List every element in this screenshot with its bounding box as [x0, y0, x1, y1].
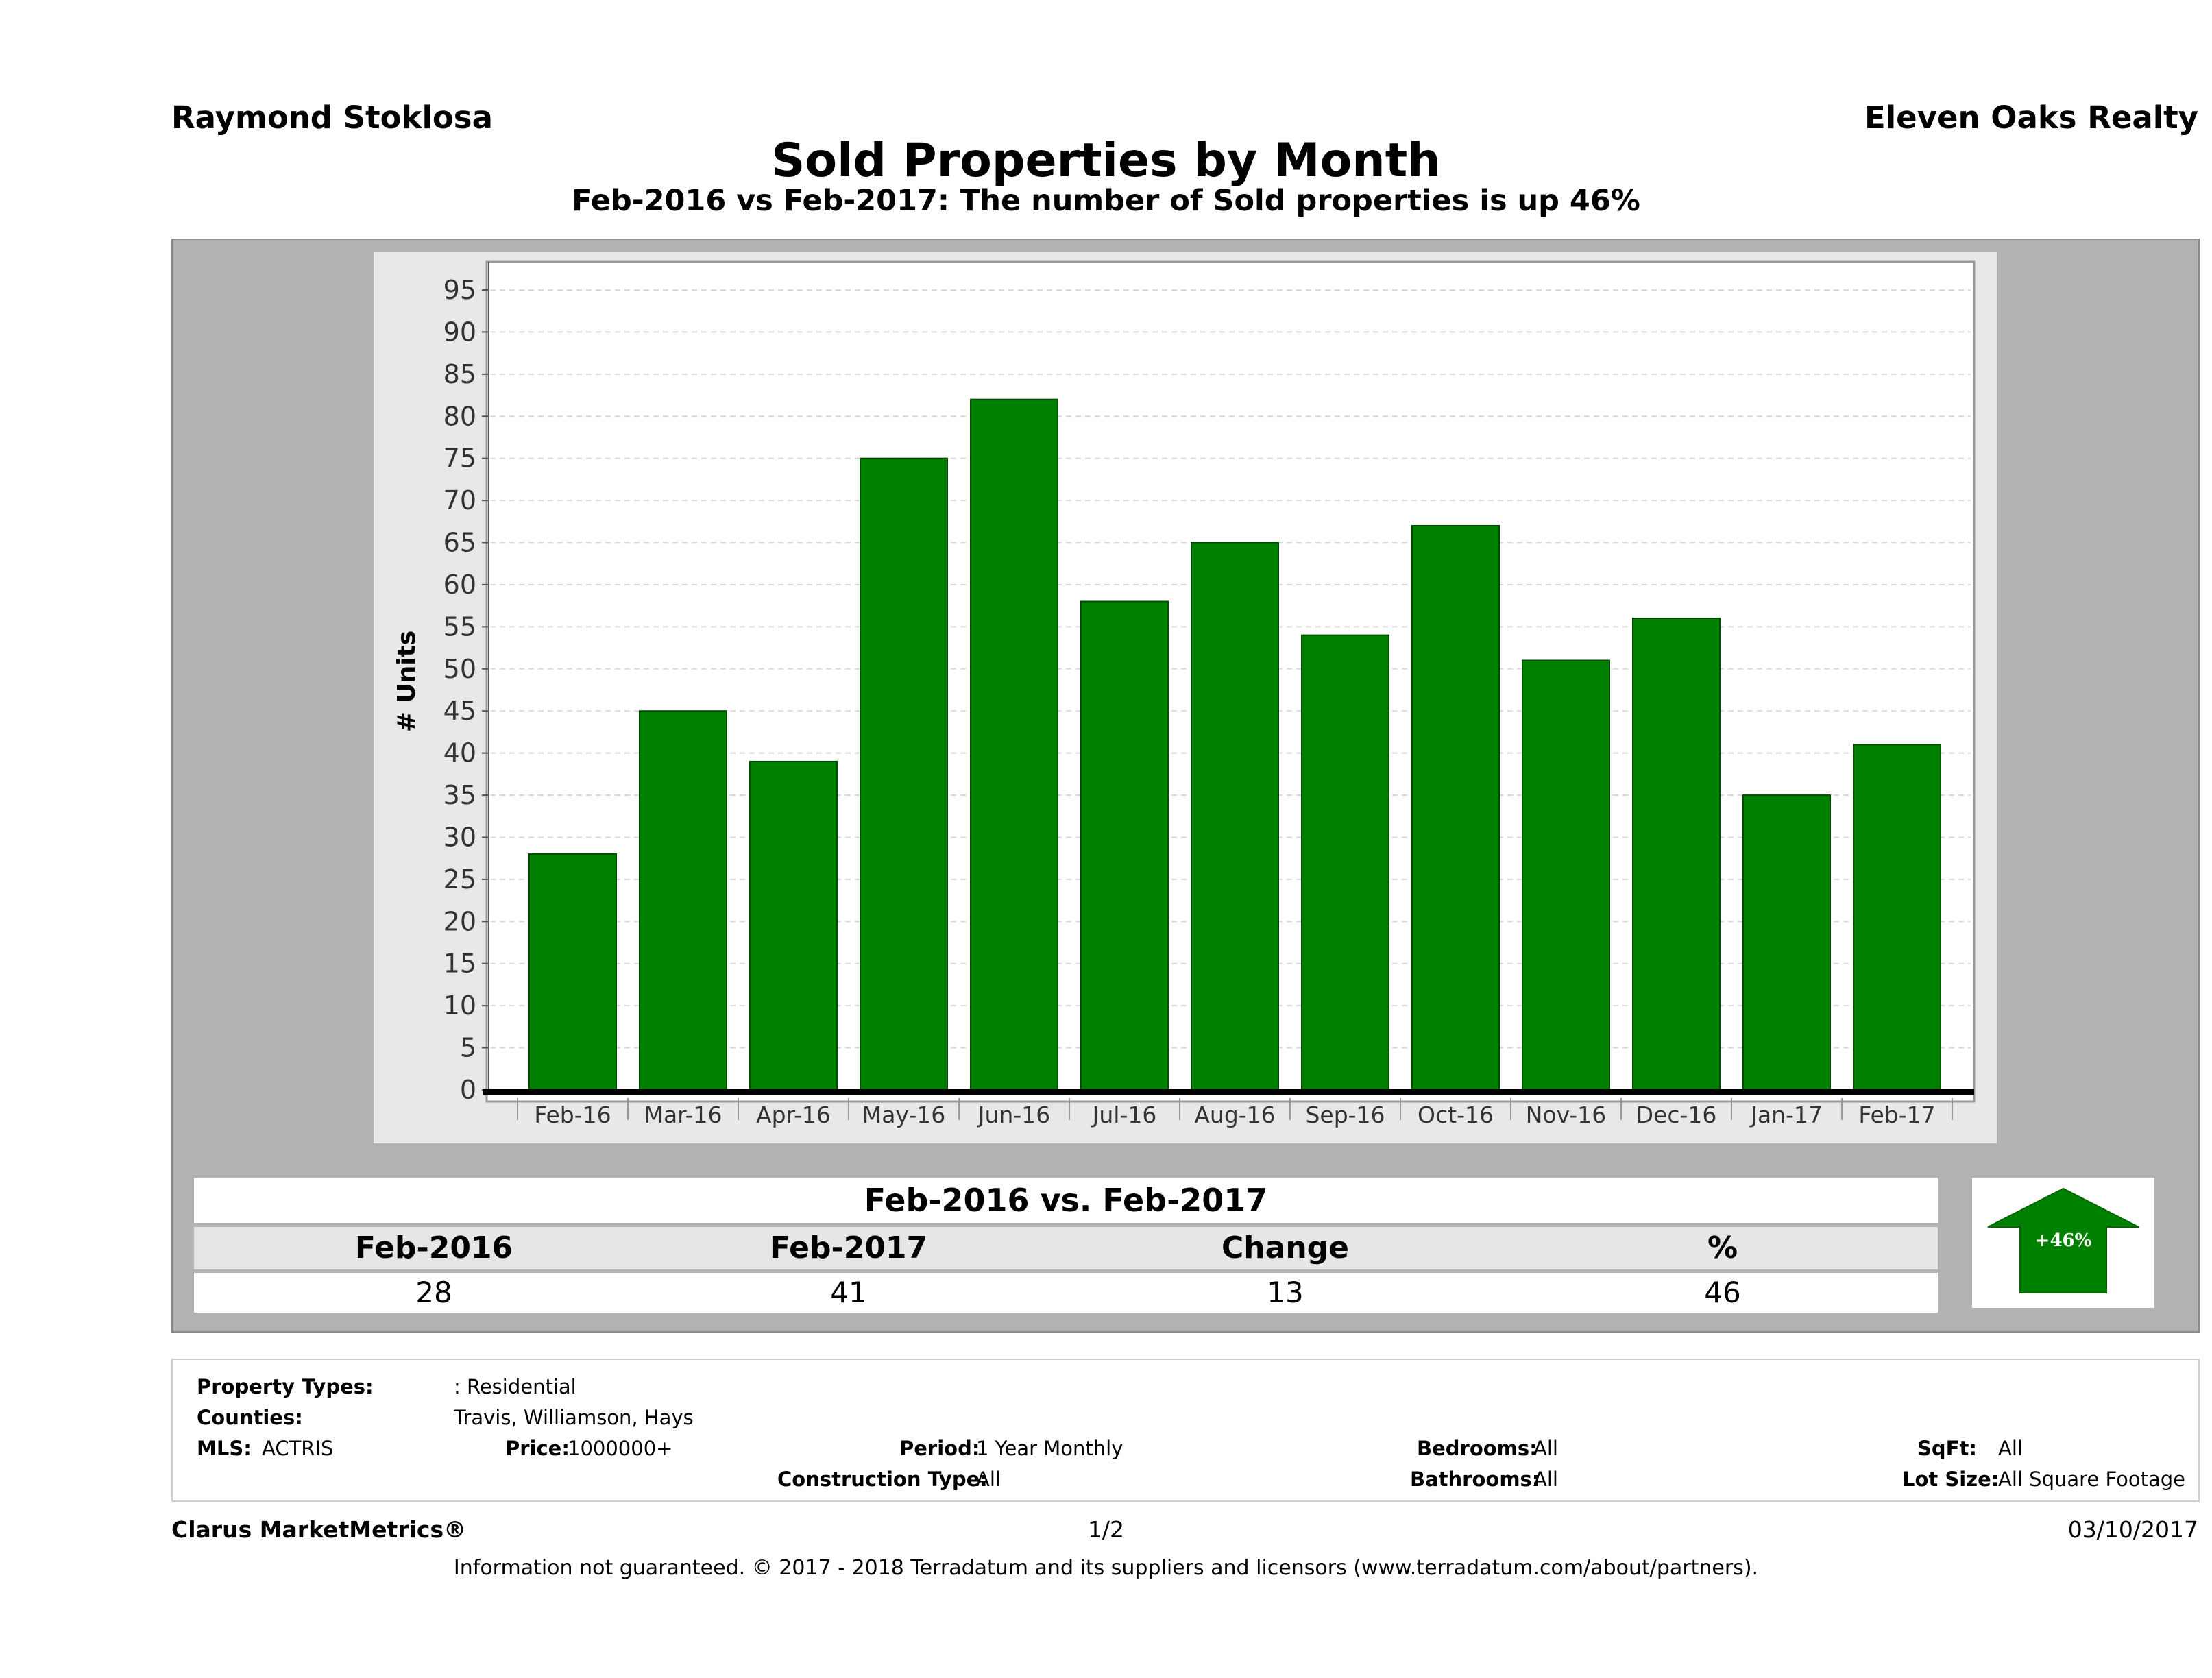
up-arrow-icon: +46%	[1987, 1187, 2139, 1293]
bar-sep-16	[1301, 634, 1389, 1091]
y-tick-label: 75	[443, 443, 476, 474]
y-tick-label: 45	[443, 696, 476, 726]
y-tick-label: 50	[443, 654, 476, 684]
x-tick-label: Dec-16	[1636, 1102, 1717, 1128]
y-tick-label: 60	[443, 570, 476, 600]
header-feb-2016: Feb-2016	[354, 1230, 513, 1265]
bedrooms-label: Bedrooms:	[1417, 1437, 1538, 1460]
period-label: Period:	[899, 1437, 980, 1460]
bar-mar-16	[639, 710, 727, 1091]
bathrooms-value: All	[1533, 1468, 1558, 1491]
header-percent: %	[1707, 1230, 1738, 1265]
value-feb-2017: 41	[830, 1276, 867, 1309]
bar-jul-16	[1080, 600, 1169, 1091]
x-tick-label: Nov-16	[1526, 1102, 1606, 1128]
x-tick-label: Oct-16	[1418, 1102, 1494, 1128]
badge-label: +46%	[2035, 1230, 2092, 1251]
chart-title: Sold Properties by Month	[771, 134, 1441, 188]
x-tick-label: May-16	[862, 1102, 946, 1128]
property-types-value: : Residential	[454, 1375, 576, 1398]
y-tick-label: 65	[443, 528, 476, 558]
bathrooms-label: Bathrooms:	[1410, 1468, 1540, 1491]
price-label: Price:	[505, 1437, 570, 1460]
chart-subtitle: Feb-2016 vs Feb-2017: The number of Sold…	[572, 184, 1640, 218]
value-feb-2016: 28	[415, 1276, 452, 1309]
header-change: Change	[1222, 1230, 1349, 1265]
y-tick-label: 85	[443, 359, 476, 389]
change-badge: +46%	[1972, 1178, 2154, 1308]
y-tick-label: 55	[443, 611, 476, 642]
x-tick-label: Jul-16	[1091, 1102, 1157, 1128]
bar-nov-16	[1522, 659, 1610, 1091]
page-number: 1/2	[1087, 1516, 1125, 1543]
price-value: 1000000+	[568, 1437, 673, 1460]
y-tick-label: 40	[443, 738, 476, 768]
y-axis-label: # Units	[393, 631, 421, 733]
construction-type-label: Construction Type:	[777, 1468, 988, 1491]
sqft-value: All	[1998, 1437, 2023, 1460]
x-tick-label: Feb-17	[1858, 1102, 1935, 1128]
period-value: 1 Year Monthly	[976, 1437, 1123, 1460]
bar-may-16	[860, 457, 948, 1091]
bar-jan-17	[1742, 794, 1831, 1091]
counties-label: Counties:	[197, 1406, 303, 1429]
bar-feb-17	[1853, 744, 1941, 1091]
y-tick-label: 25	[443, 864, 476, 895]
lot-size-label: Lot Size:	[1902, 1468, 2000, 1491]
disclaimer: Information not guaranteed. © 2017 - 201…	[453, 1556, 1759, 1580]
y-tick-label: 5	[460, 1033, 476, 1063]
footer-brand: Clarus MarketMetrics®	[171, 1516, 467, 1543]
bedrooms-value: All	[1533, 1437, 1558, 1460]
y-tick-label: 80	[443, 401, 476, 431]
bar-chart: 0 5 10 15 20 25 30 35 40 45 50 55 60 65 70 75 80 85 90 95 F…	[393, 260, 1976, 1128]
comparison-title: Feb-2016 vs. Feb-2017	[194, 1178, 1938, 1223]
x-tick-label: Sep-16	[1305, 1102, 1385, 1128]
bar-jun-16	[970, 398, 1058, 1091]
report-date: 03/10/2017	[2067, 1516, 2198, 1543]
mls-label: MLS:	[197, 1437, 252, 1460]
counties-value: Travis, Williamson, Hays	[454, 1406, 694, 1429]
y-tick-label: 15	[443, 949, 476, 979]
y-tick-label: 70	[443, 485, 476, 515]
x-tick-label: Jan-17	[1749, 1102, 1823, 1128]
comparison-value-row: 28 41 13 46	[194, 1273, 1938, 1313]
x-tick-label: Jun-16	[977, 1102, 1050, 1128]
bar-apr-16	[749, 760, 838, 1091]
x-tick-label: Feb-16	[534, 1102, 611, 1128]
x-tick-label: Apr-16	[756, 1102, 831, 1128]
y-tick-label: 90	[443, 317, 476, 347]
y-tick-label: 10	[443, 990, 476, 1021]
y-tick-label: 95	[443, 275, 476, 305]
mls-value: ACTRIS	[262, 1437, 334, 1460]
y-tick-label: 0	[460, 1075, 476, 1105]
value-change: 13	[1267, 1276, 1304, 1309]
agent-name: Raymond Stoklosa	[171, 99, 493, 136]
filter-summary: Property Types: : Residential Counties: …	[171, 1359, 2200, 1502]
sqft-label: SqFt:	[1917, 1437, 1977, 1460]
bar-aug-16	[1191, 542, 1279, 1091]
brokerage-name: Eleven Oaks Realty	[1864, 99, 2198, 136]
x-tick-label: Aug-16	[1194, 1102, 1275, 1128]
y-tick-label: 30	[443, 822, 476, 852]
bar-feb-16	[528, 853, 617, 1091]
chart-container: 0 5 10 15 20 25 30 35 40 45 50 55 60 65 70 75 80 85 90 95 F…	[374, 252, 1997, 1143]
x-tick-label: Mar-16	[644, 1102, 722, 1128]
construction-type-value: All	[976, 1468, 1001, 1491]
lot-size-value: All Square Footage	[1998, 1468, 2186, 1491]
bar-dec-16	[1632, 618, 1721, 1091]
comparison-header-row: Feb-2016 Feb-2017 Change %	[194, 1227, 1938, 1269]
header-feb-2017: Feb-2017	[769, 1230, 928, 1265]
y-tick-label: 20	[443, 906, 476, 936]
bar-oct-16	[1411, 524, 1500, 1091]
y-tick-label: 35	[443, 780, 476, 810]
property-types-label: Property Types:	[197, 1375, 374, 1398]
value-percent: 46	[1704, 1276, 1741, 1309]
